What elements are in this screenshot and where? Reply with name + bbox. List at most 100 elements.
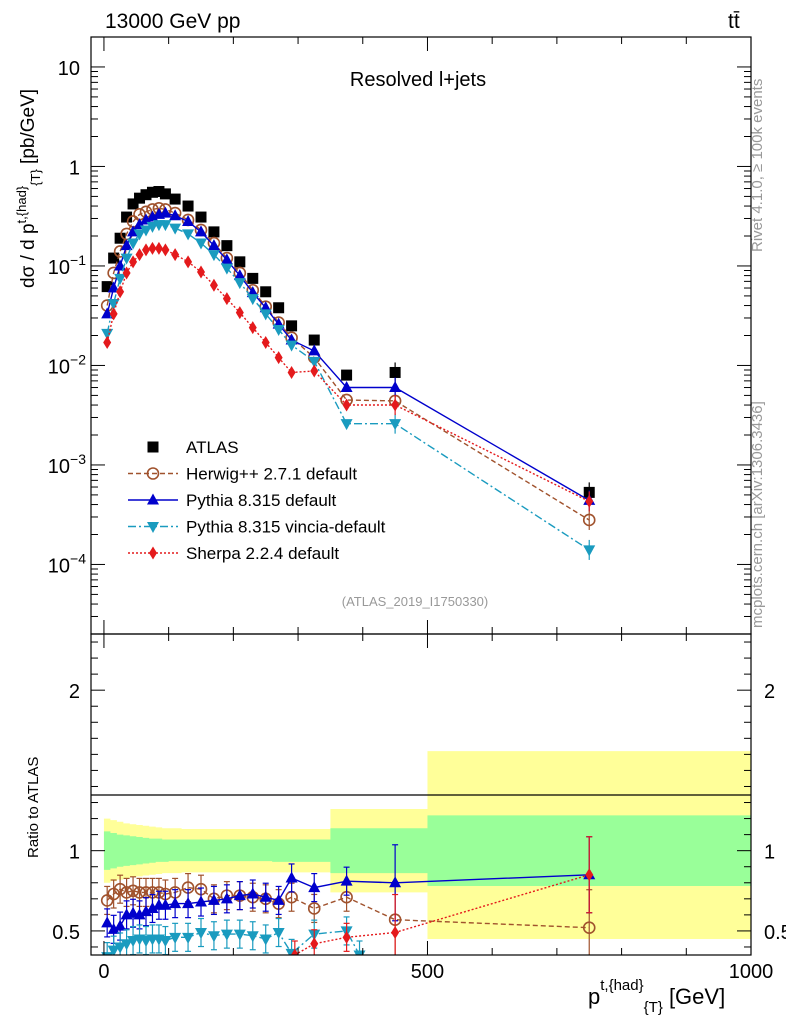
point-pythia-8-315-vincia-default	[101, 328, 114, 340]
point-sherpa-2-2-4-default	[142, 243, 150, 257]
point-sherpa-2-2-4-default	[310, 364, 319, 378]
point-atlas	[101, 281, 113, 293]
ratio-point-sherpa-2-2-4-default	[342, 930, 351, 944]
point-atlas	[341, 369, 353, 381]
line-sherpa-2-2-4-default	[106, 247, 590, 503]
point-atlas	[247, 272, 259, 284]
ratio-point-pythia-8-315-default	[285, 871, 298, 883]
line-pythia-8-315-default	[106, 212, 590, 502]
svg-text:pt,{had}{T} [GeV]: pt,{had}{T} [GeV]	[588, 977, 725, 1016]
point-pythia-8-315-default	[195, 225, 207, 237]
ratio-point-pythia-8-315-default	[133, 908, 146, 920]
point-pythia-8-315-default	[140, 213, 152, 225]
ratio-point-herwig-2-7-1-default	[120, 886, 133, 899]
y-tick-label: 10	[58, 58, 80, 80]
point-sherpa-2-2-4-default	[116, 285, 125, 299]
ratio-point-pythia-8-315-default	[220, 892, 233, 904]
point-pythia-8-315-default	[340, 381, 353, 393]
legend-item-pythia-8-315-vincia-default: Pythia 8.315 vincia-default	[128, 518, 386, 537]
header-process: tt̄	[728, 10, 740, 33]
point-atlas	[260, 286, 272, 298]
ratio-point-herwig-2-7-1-default	[307, 902, 321, 915]
ratio-point-pythia-8-315-vincia-default	[169, 932, 182, 944]
point-sherpa-2-2-4-default	[103, 336, 112, 350]
ratio-point-pythia-8-315-vincia-default	[120, 939, 133, 951]
point-sherpa-2-2-4-default	[109, 307, 118, 321]
point-sherpa-2-2-4-default	[184, 255, 193, 269]
point-pythia-8-315-vincia-default	[285, 340, 298, 352]
ratio-point-pythia-8-315-default	[272, 893, 285, 905]
x-tick-label: 500	[411, 961, 444, 983]
ratio-point-sherpa-2-2-4-default	[290, 948, 299, 955]
ratio-series-pythia-8-315-default	[101, 836, 596, 944]
ratio-y-tick-label-right: 0.5	[764, 922, 786, 944]
ratio-panel: 0.5 0.5 1 1 2 2 0 500 1000 Ratio to ATLAS pt,{ha…	[25, 633, 786, 1016]
point-pythia-8-315-default	[120, 239, 133, 251]
ratio-point-pythia-8-315-default	[308, 881, 321, 893]
point-pythia-8-315-vincia-default	[120, 253, 133, 265]
point-pythia-8-315-vincia-default	[389, 419, 402, 431]
point-atlas	[114, 232, 126, 244]
point-pythia-8-315-vincia-default	[182, 229, 195, 241]
y-tick-label: 10−1	[48, 252, 86, 279]
legend-label: Herwig++ 2.7.1 default	[186, 465, 357, 484]
point-atlas	[195, 211, 207, 223]
point-pythia-8-315-vincia-default	[133, 229, 146, 241]
point-pythia-8-315-default	[207, 239, 220, 251]
ratio-point-herwig-2-7-1-default	[133, 886, 146, 899]
point-pythia-8-315-default	[233, 269, 246, 281]
point-pythia-8-315-default	[220, 253, 233, 265]
ratio-point-herwig-2-7-1-default	[100, 894, 114, 907]
ratio-point-pythia-8-315-default	[146, 901, 159, 913]
ylabel-sup: t,{had}	[14, 185, 29, 223]
y-tick-label: 10−2	[48, 351, 86, 378]
point-sherpa-2-2-4-default	[222, 292, 231, 306]
ratio-plot-frame	[90, 633, 752, 956]
point-atlas	[127, 198, 139, 210]
legend-item-pythia-8-315-default: Pythia 8.315 default	[128, 491, 337, 510]
point-pythia-8-315-vincia-default	[220, 263, 233, 275]
ratio-point-pythia-8-315-vincia-default	[220, 929, 233, 941]
ratio-point-pythia-8-315-vincia-default	[233, 929, 246, 941]
point-sherpa-2-2-4-default	[274, 351, 283, 365]
point-atlas	[108, 252, 120, 264]
header-collision: 13000 GeV pp	[105, 10, 240, 33]
point-pythia-8-315-vincia-default	[195, 238, 207, 250]
ratio-point-herwig-2-7-1-default	[126, 884, 140, 898]
ratio-point-sherpa-2-2-4-default	[310, 937, 319, 951]
point-pythia-8-315-default	[389, 381, 402, 393]
x-tick-label: 0	[98, 961, 109, 983]
ratio-y-tick-label-right: 1	[764, 842, 775, 864]
ratio-series-sherpa-2-2-4-default	[290, 836, 594, 955]
point-pythia-8-315-vincia-default	[233, 278, 246, 290]
ratio-point-pythia-8-315-default	[195, 895, 207, 907]
x-tick-label: 1000	[729, 961, 774, 983]
main-y-axis-label: dσ / d pt,{had}{T} [pb/GeV]	[14, 89, 43, 288]
point-pythia-8-315-vincia-default	[169, 223, 182, 235]
point-pythia-8-315-vincia-default	[114, 273, 127, 285]
point-atlas	[273, 302, 285, 314]
svg-text:dσ / d pt,{had}{T} [pb/GeV]: dσ / d pt,{had}{T} [pb/GeV]	[14, 89, 43, 288]
point-pythia-8-315-default	[182, 214, 195, 226]
ylabel-main: dσ / d p	[18, 223, 39, 288]
legend-marker	[149, 546, 157, 560]
x-axis-label: pt,{had}{T} [GeV]	[588, 977, 725, 1016]
ratio-point-pythia-8-315-default	[159, 898, 172, 910]
point-atlas	[221, 240, 233, 252]
ylabel-unit: [pb/GeV]	[18, 89, 39, 169]
y-tick-label: 10−4	[48, 550, 86, 577]
analysis-watermark: (ATLAS_2019_I1750330)	[342, 594, 488, 609]
legend-label: Sherpa 2.2.4 default	[186, 544, 339, 563]
xlabel-main: p	[588, 984, 600, 1009]
point-sherpa-2-2-4-default	[122, 266, 131, 280]
point-pythia-8-315-vincia-default	[272, 324, 285, 336]
point-sherpa-2-2-4-default	[135, 248, 144, 262]
ratio-point-pythia-8-315-vincia-default	[195, 928, 207, 940]
point-sherpa-2-2-4-default	[129, 255, 138, 269]
ratio-point-sherpa-2-2-4-default	[391, 926, 400, 940]
point-herwig-2-7-1-default	[107, 266, 120, 280]
ratio-point-pythia-8-315-vincia-default	[353, 950, 366, 955]
ratio-y-tick-label-left: 2	[69, 681, 80, 703]
xlabel-unit: [GeV]	[663, 984, 725, 1009]
